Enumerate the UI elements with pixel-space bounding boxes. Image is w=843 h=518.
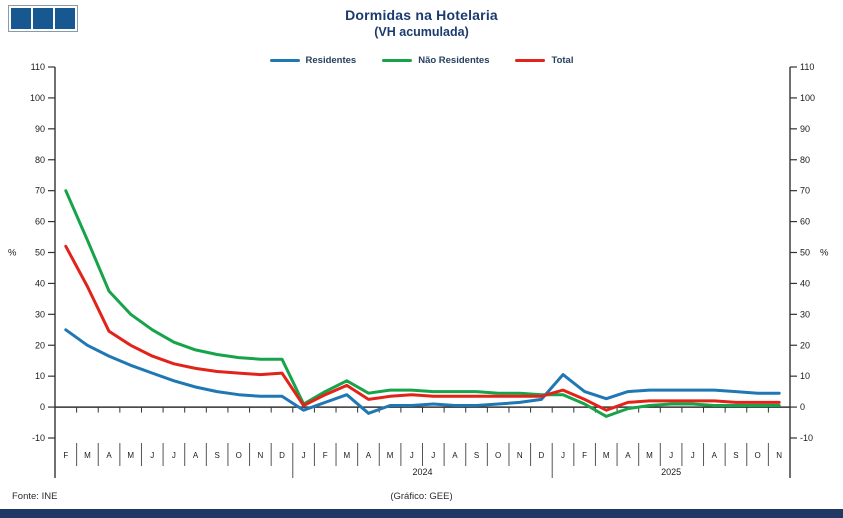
legend-line-swatch	[515, 59, 546, 62]
svg-text:2024: 2024	[412, 467, 432, 477]
svg-text:A: A	[625, 451, 631, 460]
svg-text:10: 10	[800, 371, 810, 381]
chart-legend: Residentes Não Residentes Total	[0, 55, 843, 66]
svg-text:J: J	[669, 451, 673, 460]
svg-text:F: F	[63, 451, 68, 460]
svg-text:70: 70	[800, 186, 810, 196]
svg-text:J: J	[431, 451, 435, 460]
svg-text:50: 50	[800, 248, 810, 258]
logo-square-icon	[11, 8, 31, 29]
svg-text:J: J	[150, 451, 154, 460]
svg-text:0: 0	[40, 402, 45, 412]
legend-item: Não Residentes	[382, 55, 489, 66]
svg-text:S: S	[733, 451, 738, 460]
svg-text:20: 20	[35, 340, 45, 350]
y-axis-label-left: %	[8, 248, 17, 259]
svg-text:110: 110	[800, 62, 814, 72]
legend-label: Residentes	[305, 55, 357, 66]
svg-text:J: J	[302, 451, 306, 460]
data-series	[64, 189, 781, 418]
legend-item: Residentes	[269, 55, 357, 66]
svg-text:S: S	[214, 451, 219, 460]
svg-text:50: 50	[35, 248, 45, 258]
x-axis	[54, 406, 791, 413]
x-year-labels: 2024 2025	[412, 467, 681, 477]
svg-text:A: A	[193, 451, 199, 460]
svg-text:60: 60	[35, 217, 45, 227]
svg-text:100: 100	[800, 93, 815, 103]
svg-text:30: 30	[800, 309, 810, 319]
svg-text:100: 100	[30, 93, 45, 103]
y-axes: -10 -10 0 0 10 10 20 20 30 30 40 40 50 50 60 60 70 70 80 80…	[8, 62, 829, 478]
logo-square-icon	[33, 8, 53, 29]
svg-text:D: D	[279, 451, 285, 460]
chart-subtitle: (VH acumulada)	[374, 25, 469, 39]
gee-logo	[8, 5, 78, 32]
svg-text:2025: 2025	[661, 467, 681, 477]
svg-text:A: A	[712, 451, 718, 460]
svg-text:J: J	[691, 451, 695, 460]
svg-text:30: 30	[35, 309, 45, 319]
svg-text:20: 20	[800, 340, 810, 350]
svg-text:M: M	[387, 451, 394, 460]
legend-label: Não Residentes	[418, 55, 490, 66]
svg-text:M: M	[646, 451, 653, 460]
svg-text:F: F	[323, 451, 328, 460]
legend-line-swatch	[382, 59, 413, 62]
svg-text:N: N	[257, 451, 263, 460]
svg-text:110: 110	[31, 62, 45, 72]
svg-text:M: M	[84, 451, 91, 460]
series-line-não-residentes	[64, 189, 781, 418]
svg-text:M: M	[127, 451, 134, 460]
svg-text:A: A	[452, 451, 458, 460]
svg-text:80: 80	[800, 155, 810, 165]
svg-text:J: J	[172, 451, 176, 460]
chart-title: Dormidas na Hotelaria	[345, 7, 498, 23]
svg-text:40: 40	[35, 278, 45, 288]
svg-text:80: 80	[35, 155, 45, 165]
svg-text:N: N	[776, 451, 782, 460]
svg-text:N: N	[517, 451, 523, 460]
legend-line-swatch	[269, 59, 300, 62]
svg-text:A: A	[106, 451, 112, 460]
series-line-residentes	[64, 328, 781, 415]
svg-text:A: A	[366, 451, 372, 460]
svg-text:F: F	[582, 451, 587, 460]
svg-text:O: O	[236, 451, 242, 460]
svg-text:S: S	[474, 451, 479, 460]
legend-label: Total	[551, 55, 574, 66]
svg-text:M: M	[344, 451, 351, 460]
svg-text:90: 90	[800, 124, 810, 134]
svg-text:D: D	[539, 451, 545, 460]
svg-text:40: 40	[800, 278, 810, 288]
svg-text:70: 70	[35, 186, 45, 196]
svg-text:O: O	[754, 451, 760, 460]
logo-square-icon	[55, 8, 75, 29]
svg-text:-10: -10	[800, 433, 813, 443]
svg-text:10: 10	[35, 371, 45, 381]
svg-text:O: O	[495, 451, 501, 460]
svg-text:0: 0	[800, 402, 805, 412]
legend-item: Total	[515, 55, 573, 66]
svg-text:J: J	[561, 451, 565, 460]
credit-note: (Gráfico: GEE)	[390, 491, 453, 502]
series-line-total	[64, 244, 781, 412]
svg-text:-10: -10	[32, 433, 45, 443]
svg-text:60: 60	[800, 217, 810, 227]
svg-text:90: 90	[35, 124, 45, 134]
footer-bar	[0, 509, 843, 518]
source-note: Fonte: INE	[12, 491, 58, 502]
y-axis-label-right: %	[820, 248, 829, 259]
svg-text:M: M	[603, 451, 610, 460]
svg-text:J: J	[410, 451, 414, 460]
